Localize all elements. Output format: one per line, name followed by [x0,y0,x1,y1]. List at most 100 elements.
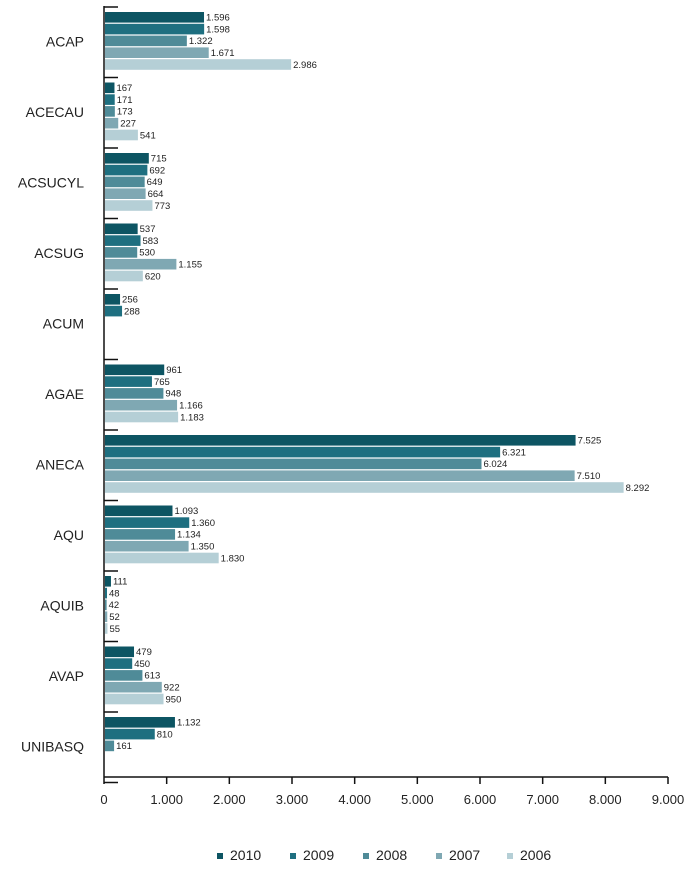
bar-label-aneca-2008: 6.024 [484,459,508,470]
bar-label-avap-2007: 922 [164,683,180,694]
bar-label-acum-2010: 256 [122,295,138,306]
bar-label-acsucyl-2009: 692 [149,165,165,176]
bar-acsucyl-2008 [105,176,145,188]
bar-label-aquib-2008: 42 [109,600,120,611]
category-label-avap: AVAP [49,668,84,684]
bar-label-agae-2008: 948 [165,389,181,400]
bar-label-acap-2008: 1.322 [189,36,213,47]
bar-acap-2010 [105,12,205,23]
bar-label-aneca-2009: 6.321 [502,447,526,458]
category-label-agae: AGAE [45,386,84,402]
legend-swatch-2008 [363,853,369,859]
bar-label-acecau-2007: 227 [120,119,136,130]
legend: 2010 2009 2008 2007 2006 [217,847,551,863]
legend-label-2008: 2008 [376,847,407,863]
legend-swatch-2010 [217,853,223,859]
bar-agae-2008 [105,388,164,399]
x-tick-label: 5.000 [401,792,434,807]
x-tick-label: 6.000 [464,792,497,807]
bar-label-unibasq-2008: 161 [116,741,132,752]
bar-acecau-2009 [105,94,115,105]
bar-acsug-2009 [105,235,141,246]
bar-aqu-2007 [105,540,189,552]
bar-label-acsug-2008: 530 [139,248,155,259]
bar-aneca-2006 [105,482,624,493]
bar-acecau-2006 [105,129,138,141]
bar-label-aneca-2006: 8.292 [626,483,650,494]
bar-aqu-2008 [105,529,176,540]
bar-avap-2010 [105,646,135,658]
bar-label-acecau-2009: 171 [117,95,133,106]
bar-avap-2007 [105,681,162,693]
bar-acum-2010 [105,294,121,305]
bar-agae-2006 [105,411,179,423]
bar-label-avap-2008: 613 [144,671,160,682]
bar-acap-2007 [105,47,209,58]
bar-label-acsug-2009: 583 [143,236,159,247]
x-tick-label: 4.000 [338,792,371,807]
bar-label-aquib-2009: 48 [109,588,120,599]
bar-avap-2006 [105,693,164,705]
category-label-acsucyl: ACSUCYL [18,175,84,191]
bar-acsug-2008 [105,247,138,258]
category-label-acum: ACUM [43,316,84,332]
bar-label-acsucyl-2010: 715 [151,154,167,165]
bar-label-acecau-2006: 541 [140,130,156,141]
bar-label-acsug-2007: 1.155 [178,260,202,271]
bar-label-agae-2009: 765 [154,377,170,388]
bar-acecau-2008 [105,106,115,117]
legend-label-2006: 2006 [520,847,551,863]
bar-label-acap-2007: 1.671 [211,48,235,59]
x-tick-label: 9.000 [652,792,685,807]
bar-label-aneca-2007: 7.510 [577,471,601,482]
bar-agae-2007 [105,399,178,411]
bar-unibasq-2009 [105,728,155,740]
legend-label-2009: 2009 [303,847,334,863]
bar-label-acap-2006: 2.986 [293,60,317,71]
bar-label-agae-2010: 961 [166,365,182,376]
bar-label-acecau-2010: 167 [116,83,132,94]
bar-label-avap-2006: 950 [166,694,182,705]
bar-acecau-2007 [105,117,119,129]
bar-agae-2010 [105,364,165,376]
bar-acap-2006 [105,59,292,70]
bar-label-acsucyl-2007: 664 [148,189,164,200]
bar-label-acap-2009: 1.598 [206,24,230,35]
category-label-acap: ACAP [46,34,84,50]
x-tick-label: 2.000 [213,792,246,807]
bar-label-aquib-2006: 55 [109,624,120,635]
bar-label-aqu-2007: 1.350 [191,542,215,553]
bar-aquib-2009 [105,587,108,599]
category-label-aqu: AQU [54,527,84,543]
bar-avap-2009 [105,658,133,669]
bar-acsucyl-2009 [105,164,148,176]
bar-aqu-2006 [105,552,219,564]
bar-acap-2009 [105,23,205,35]
bar-aquib-2010 [105,576,111,587]
legend-swatch-2007 [436,853,442,859]
legend-swatch-2009 [290,853,296,859]
bar-label-aqu-2009: 1.360 [191,518,215,529]
bar-aneca-2008 [105,458,482,470]
bar-label-acecau-2008: 173 [117,107,133,118]
x-tick-label: 1.000 [150,792,183,807]
bar-unibasq-2010 [105,717,175,728]
bar-label-aqu-2006: 1.830 [221,553,245,564]
bar-acsucyl-2010 [105,153,149,164]
bar-acsucyl-2006 [105,200,153,211]
bar-label-unibasq-2009: 810 [157,729,173,740]
category-label-unibasq: UNIBASQ [21,739,84,755]
bar-label-agae-2006: 1.183 [180,412,204,423]
bar-aqu-2009 [105,517,190,528]
bar-label-acap-2010: 1.596 [206,13,230,24]
bar-acsug-2006 [105,270,143,282]
bar-label-acsug-2006: 620 [145,271,161,282]
axes: ACAP ACECAU ACSUCYL ACSUG ACUM AGAE ANECA AQU AQ… [18,6,684,807]
bar-aqu-2010 [105,505,173,517]
bar-unibasq-2008 [105,740,115,752]
bar-acum-2009 [105,305,123,317]
bar-aquib-2006 [105,623,108,634]
bar-agae-2009 [105,376,152,387]
category-label-aquib: AQUIB [40,598,84,614]
bar-label-aneca-2010: 7.525 [578,436,602,447]
